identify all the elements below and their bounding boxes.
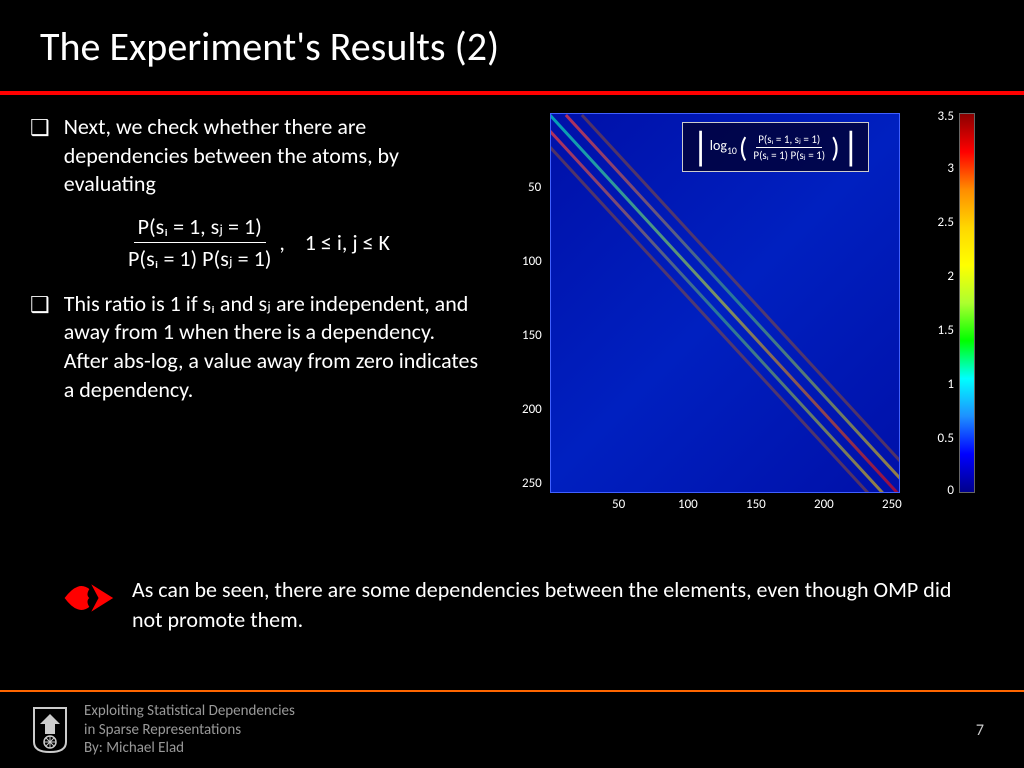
bullet-1-text: Next, we check whether there are depende… bbox=[64, 113, 480, 199]
technion-logo-icon bbox=[30, 706, 70, 754]
x-tick: 50 bbox=[612, 497, 625, 512]
slide-title: The Experiment's Results (2) bbox=[40, 22, 984, 71]
x-tick: 250 bbox=[882, 497, 902, 512]
cbar-tick: 0.5 bbox=[938, 431, 954, 446]
title-area: The Experiment's Results (2) bbox=[0, 0, 1024, 83]
abs-bar-left-icon: | bbox=[691, 129, 709, 165]
y-tick: 100 bbox=[522, 254, 542, 269]
colorbar bbox=[959, 113, 975, 493]
bullet-1: ❑ Next, we check whether there are depen… bbox=[30, 113, 480, 199]
footer-text: Exploiting Statistical Dependencies in S… bbox=[84, 702, 295, 758]
footer-line-1: Exploiting Statistical Dependencies bbox=[84, 702, 295, 721]
formula-range: , 1 ≤ i, j ≤ K bbox=[279, 229, 390, 256]
cbar-tick: 3.5 bbox=[938, 109, 954, 124]
cbar-tick: 2.5 bbox=[938, 215, 954, 230]
right-column: | log10 ( P(sᵢ = 1, sⱼ = 1) P(sᵢ = 1) P(… bbox=[500, 113, 980, 513]
bullet-2: ❑ This ratio is 1 if sᵢ and sⱼ are indep… bbox=[30, 290, 480, 404]
cbar-tick: 3 bbox=[947, 161, 954, 176]
bullet-marker-icon: ❑ bbox=[30, 115, 50, 199]
footer: Exploiting Statistical Dependencies in S… bbox=[0, 690, 1024, 768]
cbar-tick: 1.5 bbox=[938, 323, 954, 338]
legend-log: log10 bbox=[710, 137, 737, 157]
legend-numerator: P(sᵢ = 1, sⱼ = 1) bbox=[756, 132, 822, 148]
formula-fraction: P(sᵢ = 1, sⱼ = 1) P(sᵢ = 1) P(sⱼ = 1) bbox=[124, 213, 275, 272]
bullet-marker-icon: ❑ bbox=[30, 292, 50, 404]
y-tick: 200 bbox=[522, 402, 542, 417]
formula-numerator: P(sᵢ = 1, sⱼ = 1) bbox=[134, 213, 266, 243]
cbar-tick: 1 bbox=[947, 377, 954, 392]
x-tick: 100 bbox=[678, 497, 698, 512]
legend-fraction: P(sᵢ = 1, sⱼ = 1) P(sᵢ = 1) P(sⱼ = 1) bbox=[751, 132, 827, 163]
dependency-heatmap: | log10 ( P(sᵢ = 1, sⱼ = 1) P(sᵢ = 1) P(… bbox=[550, 113, 900, 493]
cbar-tick: 2 bbox=[947, 269, 954, 284]
legend-denominator: P(sᵢ = 1) P(sⱼ = 1) bbox=[751, 148, 827, 163]
red-arrow-icon bbox=[60, 575, 116, 621]
x-tick: 200 bbox=[814, 497, 834, 512]
paren-left-icon: ( bbox=[739, 130, 748, 165]
heatmap-legend: | log10 ( P(sᵢ = 1, sⱼ = 1) P(sᵢ = 1) P(… bbox=[682, 122, 869, 172]
conclusion-row: As can be seen, there are some dependenc… bbox=[60, 575, 960, 634]
cbar-tick: 0 bbox=[947, 483, 954, 498]
content-area: ❑ Next, we check whether there are depen… bbox=[0, 95, 1024, 513]
left-column: ❑ Next, we check whether there are depen… bbox=[30, 113, 480, 513]
formula-denominator: P(sᵢ = 1) P(sⱼ = 1) bbox=[124, 243, 275, 272]
y-tick: 50 bbox=[528, 180, 541, 195]
conclusion-text: As can be seen, there are some dependenc… bbox=[132, 575, 960, 634]
page-number: 7 bbox=[976, 721, 984, 740]
y-tick: 150 bbox=[522, 328, 542, 343]
abs-bar-right-icon: | bbox=[842, 129, 860, 165]
paren-right-icon: ) bbox=[831, 130, 840, 165]
heatmap-container: | log10 ( P(sᵢ = 1, sⱼ = 1) P(sᵢ = 1) P(… bbox=[500, 113, 980, 513]
formula: P(sᵢ = 1, sⱼ = 1) P(sᵢ = 1) P(sⱼ = 1) , … bbox=[30, 213, 480, 272]
bullet-2-text: This ratio is 1 if sᵢ and sⱼ are indepen… bbox=[64, 290, 480, 404]
footer-line-3: By: Michael Elad bbox=[84, 739, 295, 758]
y-tick: 250 bbox=[522, 476, 542, 491]
footer-line-2: in Sparse Representations bbox=[84, 721, 295, 740]
x-tick: 150 bbox=[746, 497, 766, 512]
